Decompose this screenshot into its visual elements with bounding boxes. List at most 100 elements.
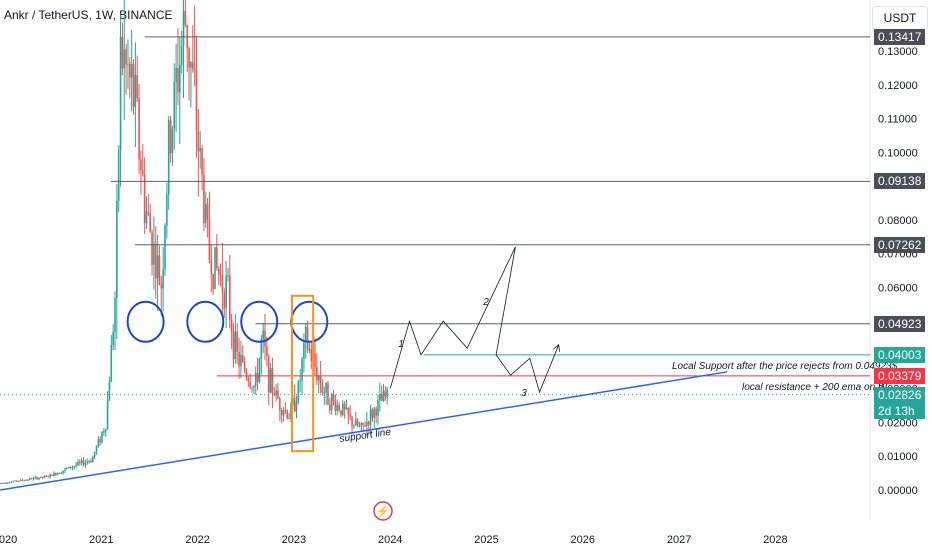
price-level-badge: 0.03379 [874,367,926,384]
candle-body [80,460,83,463]
candle-body [164,225,166,270]
candle-body [262,330,264,339]
candle-body [254,373,257,386]
candle-body [371,409,374,418]
x-tick-label: 2027 [667,534,691,546]
rejection-circle[interactable] [126,300,165,343]
candle-body [356,419,359,427]
candle-body [323,392,326,394]
candle-body [27,479,29,481]
candle-body [97,439,100,447]
candle-body [299,380,301,382]
candle-body [384,391,387,397]
candle-body [229,275,231,320]
candle-body [197,130,200,152]
candle-body [195,70,198,131]
candle-body [84,462,87,465]
projection-path[interactable] [389,246,560,394]
candle-body [199,148,201,152]
candle-body [353,425,355,427]
price-level-badge: 0.04003 [874,346,926,363]
rejection-circle[interactable] [186,300,225,343]
candle-body [267,356,270,393]
candle-body [69,466,72,468]
local-support-label: Local Support after the price rejects fr… [672,361,898,372]
candle-body [64,468,66,471]
candle-body [112,331,114,346]
rejection-circle[interactable] [240,300,279,343]
candle-body [177,67,179,93]
candle-body [266,346,268,357]
candle-body [4,482,7,484]
candle-body [332,394,335,402]
candle-body [297,381,300,403]
candle-body [362,422,364,425]
candle-body [0,483,1,485]
price-level-badge: 0.07262 [874,236,926,253]
candle-body [247,378,250,382]
wave-label-1: 1 [398,339,404,350]
candle-body [341,403,344,415]
candle-body [103,431,105,433]
candle-body [153,243,155,265]
y-tick-label: 0.11000 [878,114,917,126]
candle-body [347,407,350,415]
candle-body [154,243,157,279]
candle-body [140,159,142,171]
candle-body [54,473,57,475]
candle-body [179,64,181,93]
price-level-badge: 0.04923 [874,315,926,332]
candle-body [116,200,118,299]
candle-body [360,422,363,426]
x-tick-label: 2021 [89,534,113,546]
x-tick-label: 2025 [474,534,498,546]
candle-body [314,353,316,367]
candle-body [293,397,296,412]
candle-body [175,67,177,83]
candle-body [123,49,126,69]
candle-body [86,461,89,463]
support-trend-line[interactable] [0,371,728,491]
candle-body [317,376,320,381]
candle-body [114,298,116,332]
candle-body [219,274,222,276]
candle-body [208,219,211,260]
candle-body [6,482,9,484]
candle-body [73,466,76,468]
candle-body [160,284,163,289]
candle-body [358,425,361,427]
candle-body [354,419,357,426]
candle-body [10,481,13,483]
candle-body [223,292,226,309]
candle-body [16,480,18,482]
candle-body [186,24,189,49]
candle-body [129,63,131,78]
candle-body [232,331,235,359]
candle-body [101,431,103,443]
candle-body [227,275,229,277]
candle-body [47,476,50,478]
candle-body [40,476,42,478]
candle-body [260,338,263,359]
candle-body [75,465,77,467]
candle-body [49,474,51,478]
chart-title: Ankr / TetherUS, 1W, BINANCE [4,8,173,22]
candle-body [30,478,33,480]
rejection-circle[interactable] [290,300,329,343]
x-tick-label: 2026 [571,534,595,546]
candle-body [53,473,55,476]
bolt-icon[interactable] [373,501,393,521]
candle-body [130,63,133,78]
price-level-badge: 0.13417 [874,28,926,45]
wave-label-2: 2 [482,297,489,308]
y-tick-label: 0.02000 [878,417,918,429]
candle-body [127,63,129,65]
candle-body [93,451,96,457]
local-resistance-label: local resistance + 200 ema on W [742,382,889,393]
highlight-box[interactable] [290,294,315,453]
candle-body [82,460,85,465]
candle-body [275,390,277,396]
candle-body [386,388,389,397]
